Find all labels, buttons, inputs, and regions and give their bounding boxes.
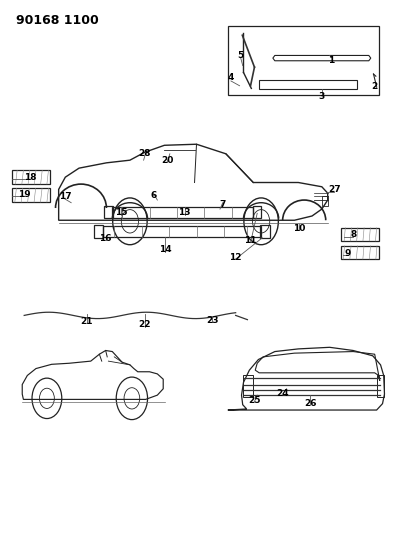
Text: 27: 27 bbox=[328, 185, 341, 195]
Text: 19: 19 bbox=[18, 190, 31, 199]
Text: 23: 23 bbox=[206, 316, 219, 325]
Text: 16: 16 bbox=[99, 234, 112, 243]
Text: 7: 7 bbox=[220, 200, 226, 209]
Text: 3: 3 bbox=[319, 92, 325, 101]
Text: 25: 25 bbox=[248, 396, 261, 405]
Bar bbox=[228, 26, 378, 95]
Text: 28: 28 bbox=[139, 149, 151, 158]
Bar bbox=[322, 196, 328, 206]
Bar bbox=[13, 170, 50, 184]
Text: 15: 15 bbox=[115, 208, 127, 217]
Bar bbox=[342, 228, 378, 241]
Bar bbox=[12, 188, 50, 202]
Text: 22: 22 bbox=[139, 320, 151, 329]
Text: 20: 20 bbox=[161, 156, 173, 165]
Text: 13: 13 bbox=[178, 208, 191, 217]
Bar bbox=[105, 206, 113, 218]
Text: 6: 6 bbox=[150, 191, 156, 200]
Text: 4: 4 bbox=[228, 73, 234, 82]
Text: 21: 21 bbox=[81, 317, 93, 326]
Text: 17: 17 bbox=[59, 192, 71, 201]
Text: 90168 1100: 90168 1100 bbox=[17, 14, 99, 27]
Bar bbox=[259, 80, 357, 90]
Text: 5: 5 bbox=[238, 52, 244, 60]
Bar bbox=[260, 225, 270, 238]
Text: 18: 18 bbox=[24, 173, 36, 182]
Text: 2: 2 bbox=[371, 82, 378, 91]
Text: 9: 9 bbox=[345, 249, 351, 258]
Text: 12: 12 bbox=[230, 254, 242, 262]
Text: 24: 24 bbox=[276, 389, 289, 398]
Bar bbox=[94, 225, 103, 238]
Text: 1: 1 bbox=[329, 56, 335, 64]
Text: 14: 14 bbox=[159, 245, 171, 254]
Text: 8: 8 bbox=[350, 230, 356, 239]
Bar bbox=[103, 225, 261, 237]
Bar bbox=[341, 246, 379, 259]
Text: 26: 26 bbox=[304, 399, 316, 408]
Bar bbox=[376, 375, 384, 397]
Text: 10: 10 bbox=[293, 224, 305, 233]
Bar bbox=[243, 375, 252, 397]
Bar bbox=[252, 206, 261, 218]
Bar bbox=[112, 207, 253, 217]
Text: 11: 11 bbox=[244, 236, 257, 245]
